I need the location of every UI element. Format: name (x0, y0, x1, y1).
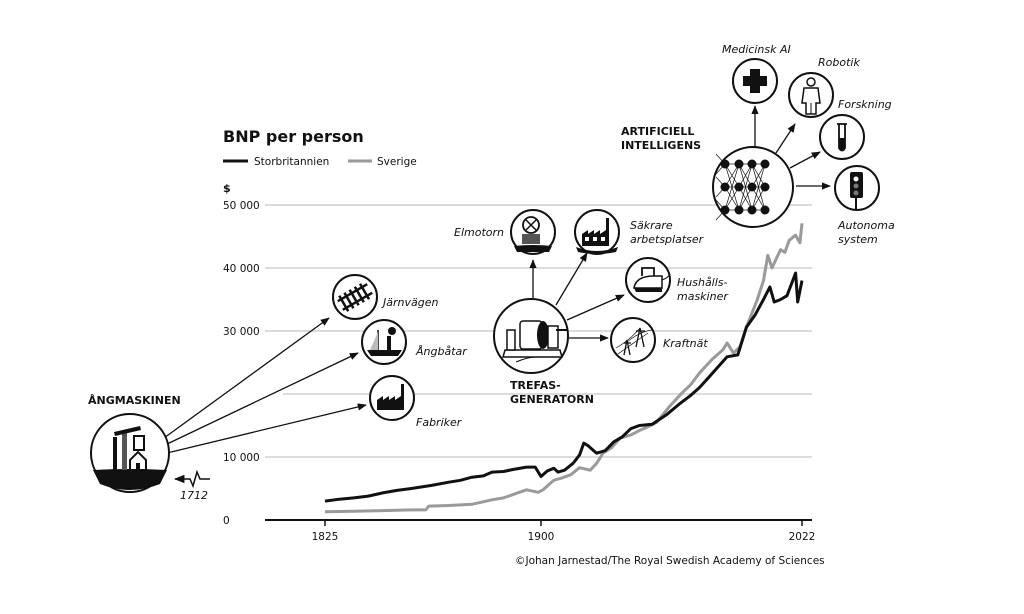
legend-label-sverige: Sverige (377, 156, 417, 168)
legend-label-storbritannien: Storbritannien (254, 156, 329, 168)
credit: ©Johan Jarnestad/The Royal Swedish Acade… (515, 555, 825, 567)
series-line-sverige (324, 223, 804, 514)
chart-title: BNP per person (223, 127, 364, 146)
label-forskning: Forskning (838, 98, 892, 111)
series-line-storbritannien (324, 271, 804, 503)
safe-workplace-icon (574, 209, 620, 255)
medical-cross-icon (732, 58, 778, 104)
label-autonoma: Autonoma (837, 219, 895, 232)
neuron-node (747, 159, 757, 169)
y-tick-label: 50 000 (223, 200, 260, 212)
timeline-break-arrow (173, 469, 210, 489)
railway-icon (332, 274, 378, 320)
steamboat-icon (361, 319, 407, 365)
label-kraftnat: Kraftnät (663, 337, 708, 350)
neural-network-graph (715, 153, 770, 221)
y-axis-unit: $ (223, 182, 231, 195)
neuron-node (720, 159, 730, 169)
y-tick-label: 40 000 (223, 263, 260, 275)
neuron-node (720, 182, 730, 192)
neuron-node (734, 182, 744, 192)
generator-title-line2: GENERATORN (510, 393, 594, 406)
label-sakrare: Säkrare (630, 219, 673, 232)
factory-icon (369, 375, 415, 421)
neuron-node (747, 182, 757, 192)
x-tick-label: 2022 (789, 531, 816, 543)
y-tick-labels: 0 10 000 30 000 40 000 50 000 (223, 200, 260, 527)
label-elmotorn: Elmotorn (454, 226, 504, 239)
neuron-node (760, 205, 770, 215)
robot-icon (788, 72, 834, 118)
ai-title-line1: ARTIFICIELL (621, 125, 694, 138)
label-arbetsplatser: arbetsplatser (630, 233, 705, 246)
steam-engine-annotation: ÅNGMASKINEN 1712 Järnvägen (88, 274, 468, 502)
legend: Storbritannien Sverige (223, 156, 417, 168)
label-hushalls: Hushålls- (677, 276, 728, 289)
x-tick-label: 1900 (528, 531, 555, 543)
steam-engine-icon (90, 413, 170, 493)
generator-icon (493, 298, 569, 374)
generator-annotation: TREFAS- GENERATORN Elmotorn Säkrare arbe… (454, 209, 729, 406)
label-system: system (838, 233, 878, 246)
label-robotik: Robotik (818, 56, 860, 69)
label-medicinsk-ai: Medicinsk AI (722, 43, 791, 56)
y-tick-label: 30 000 (223, 326, 260, 338)
electric-motor-icon (510, 209, 556, 255)
label-jarnvagen: Järnvägen (381, 296, 438, 309)
label-fabriker: Fabriker (416, 416, 463, 429)
steam-engine-year: 1712 (180, 489, 208, 502)
neuron-node (747, 205, 757, 215)
steam-engine-title: ÅNGMASKINEN (88, 394, 181, 407)
neuron-node (720, 205, 730, 215)
x-tick-label: 1825 (312, 531, 339, 543)
series-lines (324, 223, 804, 514)
x-axis: 1825 1900 2022 (265, 519, 816, 543)
test-tube-icon (819, 114, 865, 160)
ai-annotation: ARTIFICIELL INTELLIGENS Medicinsk AI Rob… (621, 43, 895, 246)
neuron-node (734, 159, 744, 169)
traffic-light-icon (834, 165, 880, 211)
label-angbatar: Ångbåtar (415, 345, 468, 358)
household-appliance-icon (625, 257, 671, 303)
y-tick-label: 10 000 (223, 452, 260, 464)
ai-title-line2: INTELLIGENS (621, 139, 701, 152)
label-maskiner: maskiner (677, 290, 729, 303)
neuron-node (734, 205, 744, 215)
generator-title-line1: TREFAS- (510, 379, 561, 392)
neural-network-icon (712, 146, 794, 228)
y-tick-label: 0 (223, 515, 230, 527)
neuron-node (760, 182, 770, 192)
neuron-node (760, 159, 770, 169)
power-grid-icon (610, 317, 656, 363)
